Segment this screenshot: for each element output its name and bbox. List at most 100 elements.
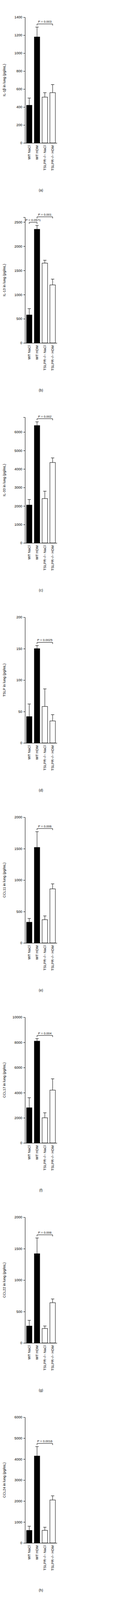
tick-label: WT HDM	[35, 1542, 39, 1557]
bar	[26, 715, 32, 742]
tick-mark	[23, 293, 25, 295]
x-axis: WT NaClWT HDMTSLPR−/− NaClTSLPR−/− HDM	[25, 342, 58, 370]
tick: 600	[16, 86, 25, 91]
tick-label: 50	[18, 708, 23, 713]
error-cap	[43, 1524, 47, 1525]
plot-area	[26, 1235, 56, 1341]
y-axis: 0500100015002000	[14, 1212, 26, 1343]
panel: 0500100015002000WT NaClWT HDMTSLPR−/− Na…	[2, 1212, 58, 1390]
bar	[34, 647, 40, 742]
p-value: P = 0.006	[38, 1228, 52, 1233]
tick: WT NaCl	[27, 541, 32, 559]
tick-mark	[23, 1518, 25, 1520]
tick-label: 1000	[14, 1275, 23, 1280]
x-axis: WT NaClWT HDMTSLPR−/− NaClTSLPR−/− HDM	[25, 741, 58, 770]
tick: 3000	[14, 484, 25, 489]
tick: 6000	[14, 1412, 25, 1417]
panel: 0100020003000400050006000WT NaClWT HDMTS…	[2, 414, 58, 592]
tick-label: TSLPR−/− HDM	[50, 344, 55, 370]
axis-line	[25, 941, 58, 942]
y-axis-title: CCL17 in lung (pg/mL)	[2, 1060, 7, 1096]
error-stem	[44, 687, 46, 706]
tick: 4000	[14, 1088, 25, 1093]
y-axis-title: IL-13 in lung (pg/mL)	[2, 263, 7, 296]
bar	[49, 284, 56, 343]
tick: WT NaCl	[27, 741, 32, 758]
tick-label: WT NaCl	[27, 344, 32, 359]
tick: 50	[18, 708, 25, 713]
y-axis: 0200400600800100012001400	[14, 15, 26, 145]
error-bar	[35, 644, 39, 648]
tick-mark	[23, 342, 25, 343]
bracket	[37, 826, 53, 829]
tick: 400	[16, 104, 25, 109]
tick-mark	[23, 1015, 25, 1016]
p-value: P = 0.003	[38, 19, 52, 24]
tick-label: 5000	[14, 1433, 23, 1438]
tick-mark	[23, 1540, 25, 1541]
error-stem	[44, 259, 46, 263]
tick: 500	[16, 316, 25, 321]
error-cap	[27, 97, 31, 99]
tick-label: 600	[16, 86, 23, 91]
bar	[26, 920, 32, 942]
error-cap	[35, 830, 39, 831]
error-cap	[35, 420, 39, 422]
tick: 1000	[14, 876, 25, 881]
error-cap	[51, 456, 55, 458]
tick: WT HDM	[35, 142, 39, 160]
tick: TSLPR−/− NaCl	[42, 342, 47, 370]
error-cap	[27, 702, 31, 703]
error-stem	[37, 26, 38, 37]
panel: 0200040006000800010000WT NaClWT HDMTSLPR…	[2, 1013, 58, 1190]
tick: TSLPR−/− HDM	[50, 941, 55, 969]
error-cap	[27, 498, 31, 499]
error-cap	[43, 913, 47, 915]
axis-line	[25, 541, 58, 543]
error-cap	[43, 1323, 47, 1324]
tick: 4000	[14, 466, 25, 471]
significance: P = 0.0016	[37, 1436, 53, 1443]
bar	[49, 719, 56, 742]
tick-label: 4000	[14, 1454, 23, 1459]
tick-mark	[23, 269, 25, 271]
tick-mark	[23, 1140, 25, 1142]
tick: WT NaCl	[27, 142, 32, 160]
tick: WT HDM	[35, 741, 39, 759]
error-stem	[37, 1036, 38, 1040]
tick-label: 4000	[14, 1088, 23, 1093]
bar	[34, 424, 40, 542]
bar	[34, 228, 40, 343]
significance: P = 0.001	[37, 212, 53, 218]
axis-line	[25, 1540, 58, 1541]
error-stem	[52, 278, 54, 285]
bracket	[29, 221, 38, 224]
error-bar	[51, 713, 55, 720]
y-axis-title: IL-1β in lung (pg/mL)	[2, 63, 7, 96]
tick-mark	[23, 1277, 25, 1279]
bar	[34, 1251, 40, 1341]
y-axis-title: CCL22 in lung (pg/mL)	[2, 1260, 7, 1296]
error-stem	[44, 1524, 46, 1528]
tick-mark	[23, 1340, 25, 1341]
tick-label: TSLPR−/− NaCl	[42, 544, 47, 570]
tick-label: 2000	[14, 1212, 23, 1217]
axis-line	[25, 142, 58, 144]
axis-line	[25, 741, 58, 742]
y-axis-title: IL-33 in lung (pg/mL)	[2, 462, 7, 496]
error-cap	[43, 92, 47, 93]
tick: TSLPR−/− NaCl	[42, 541, 47, 570]
error-stem	[29, 308, 30, 315]
p-value: P = 0.002	[38, 414, 52, 418]
x-axis: WT NaClWT HDMTSLPR−/− NaClTSLPR−/− HDM	[25, 1140, 58, 1169]
error-cap	[35, 644, 39, 645]
bar	[49, 1300, 56, 1341]
plot-area	[26, 1036, 56, 1141]
tick: 0	[20, 739, 25, 744]
significance: P = 0.006	[37, 823, 53, 829]
error-bar	[35, 26, 39, 37]
tick-label: 1400	[14, 15, 23, 20]
tick-label: 0	[20, 739, 23, 744]
tick: 2000	[14, 813, 25, 818]
bar	[34, 1039, 40, 1141]
